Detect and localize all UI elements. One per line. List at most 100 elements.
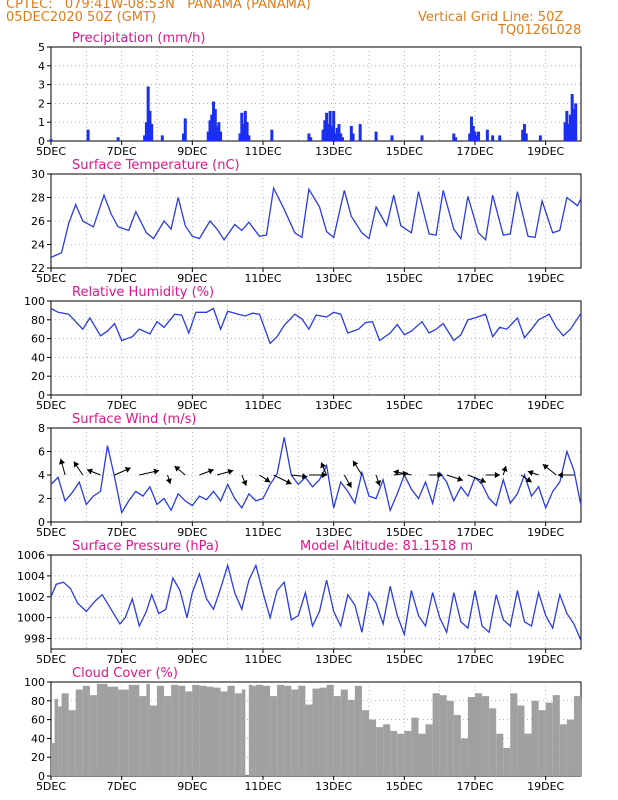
panel-1-xtick-label: 11DEC	[244, 272, 281, 285]
precip-bar	[538, 135, 542, 141]
wind-vector-head	[321, 471, 327, 479]
panel-5-ytick-label: 60	[31, 714, 45, 727]
cloud-bar	[397, 733, 405, 776]
panel-4-xtick-label: 17DEC	[456, 653, 493, 666]
cloud-bar	[376, 727, 384, 776]
cloud-bar	[552, 695, 560, 776]
precip-bar	[471, 125, 475, 141]
panel-4-ytick-label: 1006	[17, 549, 45, 562]
cloud-bar	[418, 733, 426, 776]
panel-4-ytick-label: 1000	[17, 612, 45, 625]
precip-bar	[307, 133, 311, 141]
cloud-bar	[531, 700, 539, 776]
panel-4-xtick-label: 13DEC	[315, 653, 352, 666]
precip-bar	[475, 135, 479, 141]
wind-vector-head	[86, 468, 93, 475]
precip-bar	[341, 137, 344, 141]
panel-3-xtick-label: 13DEC	[315, 526, 352, 539]
precip-bar	[473, 131, 477, 141]
precip-bar	[468, 133, 472, 141]
precip-bar	[358, 124, 362, 141]
precip-bar	[521, 129, 525, 141]
precip-bar	[335, 127, 339, 141]
cloud-bar	[241, 689, 246, 776]
wind-vector-head	[501, 466, 508, 472]
cloud-bar	[146, 683, 150, 776]
cloud-bar	[489, 708, 497, 776]
precip-bar	[491, 135, 495, 141]
header-run-time: 05DEC2020 50Z (GMT)	[6, 10, 157, 25]
panel-3-ytick-label: 6	[38, 446, 45, 459]
panel-2-ytick-label: 20	[31, 370, 45, 383]
panel-1-xtick-label: 13DEC	[315, 272, 352, 285]
cloud-bar	[517, 705, 525, 776]
wind-vector-head	[457, 475, 463, 482]
cloud-bar	[333, 696, 341, 776]
cloud-bar	[482, 696, 490, 776]
precip-bar	[208, 120, 212, 141]
cloud-bar	[157, 685, 165, 776]
cloud-bar	[248, 684, 253, 776]
precip-bar	[325, 112, 329, 141]
wind-vector-head	[227, 468, 234, 475]
cloud-bar	[510, 693, 518, 776]
panel-3-xtick-label: 5DEC	[36, 526, 66, 539]
panel-5-ytick-label: 100	[24, 676, 45, 689]
cloud-bar	[206, 686, 214, 776]
precip-bar	[328, 110, 332, 141]
precip-bar	[150, 124, 154, 141]
cloud-bar	[439, 695, 447, 776]
cloud-bar	[446, 700, 454, 776]
panel-0-xtick-label: 19DEC	[527, 145, 564, 158]
precip-bar	[339, 133, 343, 141]
precip-bar	[49, 139, 53, 141]
cloud-bar	[220, 691, 228, 776]
panel-1-ytick-label: 22	[31, 262, 45, 275]
panel-4-title: Surface Pressure (hPa)	[72, 539, 219, 554]
cloud-bar	[369, 719, 377, 776]
panel-5-xtick-label: 13DEC	[315, 780, 352, 793]
wind-vector-head	[437, 471, 443, 479]
wind-vector-head	[480, 477, 486, 484]
panel-2-xtick-label: 13DEC	[315, 399, 352, 412]
panel-2-frame	[50, 300, 582, 396]
panel-0-frame	[50, 46, 582, 142]
cloud-bar	[75, 689, 83, 776]
wind-vector-head	[557, 471, 563, 479]
cloud-bar	[61, 693, 69, 776]
precip-bar	[247, 135, 251, 141]
precip-bar	[568, 114, 572, 141]
wind-vector-head	[527, 470, 534, 476]
panel-0-ytick-label: 2	[38, 97, 45, 110]
panel-4-ytick-label: 998	[24, 633, 45, 646]
panel-2-xtick-label: 7DEC	[107, 399, 137, 412]
panel-3-xtick-label: 19DEC	[527, 526, 564, 539]
wind-vector-head	[174, 466, 181, 472]
cloud-bar	[581, 698, 582, 776]
cloud-bar	[404, 730, 412, 776]
panel-3-xtick-label: 11DEC	[244, 526, 281, 539]
panel-4-series-line	[50, 563, 582, 641]
panel-5-ytick-label: 20	[31, 751, 45, 764]
cloud-bar	[312, 688, 320, 776]
precip-bar	[522, 124, 526, 141]
panel-3-title: Surface Wind (m/s)	[72, 412, 196, 427]
cloud-bar	[566, 719, 574, 776]
precip-bar	[217, 122, 221, 141]
cloud-bar	[326, 684, 334, 776]
cloud-bar	[524, 733, 532, 776]
precip-bar	[565, 110, 569, 141]
panel-3-xtick-label: 15DEC	[386, 526, 423, 539]
panel-5-ytick-label: 80	[31, 695, 45, 708]
panel-4-xtick-label: 19DEC	[527, 653, 564, 666]
precip-bar	[326, 124, 330, 141]
panel-2-ytick-label: 40	[31, 351, 45, 364]
panel-2-series-line	[50, 307, 582, 345]
precip-bar	[332, 110, 336, 141]
precip-bar	[245, 122, 249, 141]
cloud-bar	[89, 695, 97, 776]
cloud-bar	[361, 710, 369, 776]
panel-2-xtick-label: 15DEC	[386, 399, 423, 412]
panel-3-xtick-label: 17DEC	[456, 526, 493, 539]
wind-vector-head	[73, 461, 80, 468]
